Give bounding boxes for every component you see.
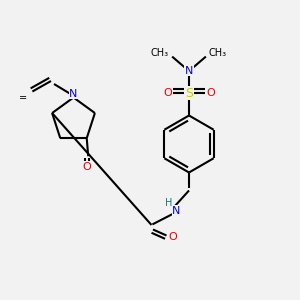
Text: O: O (163, 88, 172, 98)
Text: CH₃: CH₃ (209, 48, 227, 58)
Text: N: N (185, 65, 193, 76)
Text: CH₃: CH₃ (151, 48, 169, 58)
Text: H: H (165, 198, 172, 208)
Text: O: O (82, 162, 91, 172)
Text: N: N (69, 89, 78, 99)
Text: O: O (168, 232, 177, 242)
Text: N: N (172, 206, 181, 216)
Text: S: S (185, 86, 193, 100)
Text: =: = (19, 93, 28, 103)
Text: O: O (206, 88, 215, 98)
